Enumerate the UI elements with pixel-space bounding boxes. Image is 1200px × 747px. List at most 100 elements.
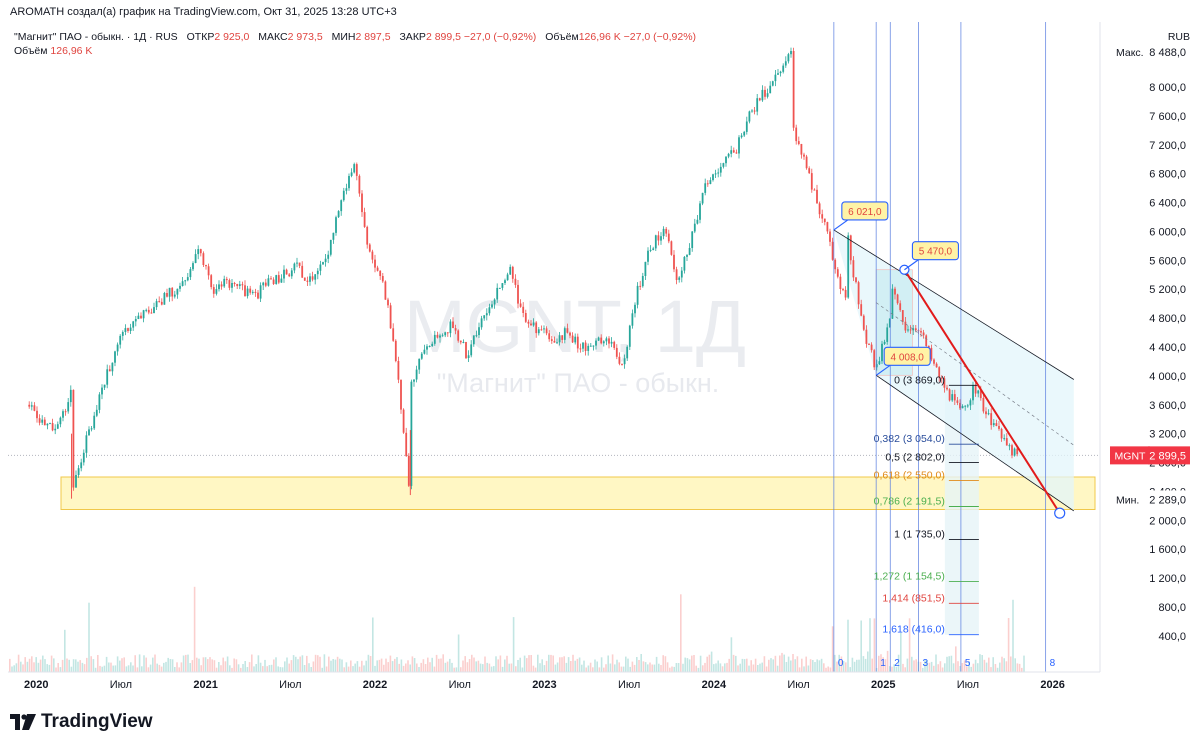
volume-bar <box>268 665 271 672</box>
tradingview-logo[interactable]: TradingView <box>10 711 153 733</box>
candle-body <box>696 219 699 224</box>
candle-body <box>878 361 881 365</box>
volume-bar <box>134 655 136 672</box>
volume-bar <box>924 659 926 672</box>
candle-body <box>80 462 83 469</box>
volume-bar <box>114 665 117 672</box>
last-price-symbol: MGNT <box>1115 450 1146 462</box>
volume-bar <box>28 658 31 672</box>
volume-bar <box>869 618 871 672</box>
candle-body <box>842 289 844 291</box>
max-marker-value-bg <box>1148 42 1188 61</box>
volume-bar <box>442 654 444 672</box>
volume-bar <box>31 656 33 672</box>
candle-body <box>345 188 348 191</box>
candle-body <box>740 135 743 138</box>
volume-bar <box>944 663 946 672</box>
currency-label[interactable]: RUB <box>1167 31 1190 43</box>
candle-body <box>821 214 824 219</box>
candle-body <box>868 343 870 345</box>
volume-bar <box>22 664 24 672</box>
volume-bar <box>726 662 728 672</box>
candle-body <box>433 334 436 344</box>
volume-bar <box>48 664 51 672</box>
volume-bar <box>581 664 583 672</box>
volume-bar <box>763 656 766 672</box>
drawings[interactable]: 0 1 2 3 5 8 0 (3 869,0) 0,382 (3 054,0) 0,5 (2 8… <box>833 22 1075 672</box>
candle-body <box>1000 428 1003 439</box>
candle-body <box>649 249 652 251</box>
candle-body <box>922 332 925 336</box>
volume-bar <box>99 665 101 672</box>
candle-body <box>350 172 353 176</box>
volume-bar <box>44 659 46 672</box>
fib-level-label: 0,786 (2 191,5) <box>874 496 945 508</box>
trend-line-end-handle <box>1054 507 1066 519</box>
volume-legend: Объём 126,96 K <box>14 45 92 57</box>
candle-body <box>836 269 839 277</box>
volume-bar <box>548 654 550 672</box>
volume-bar <box>587 665 590 672</box>
volume-bar <box>842 661 845 672</box>
candle-body <box>324 258 327 263</box>
volume-bar <box>774 655 777 672</box>
volume-bar <box>257 655 260 672</box>
volume-bar <box>900 632 902 672</box>
callout-pointer <box>875 364 891 376</box>
candle-body <box>891 288 894 319</box>
candle-body <box>764 89 766 97</box>
candle-body <box>288 274 291 277</box>
candle-body <box>519 303 522 307</box>
volume-bar <box>633 664 636 672</box>
candle-body <box>257 292 259 299</box>
volume-bar <box>616 659 618 672</box>
volume-bar <box>860 620 862 672</box>
volume-bar <box>664 656 667 672</box>
candle-body <box>371 251 374 260</box>
fib-level-label: 0,382 (3 054,0) <box>874 433 945 445</box>
candle-body <box>566 328 569 333</box>
volume-bar <box>374 665 376 672</box>
volume-bar <box>72 659 75 672</box>
max-marker-label: Макс. <box>1116 47 1144 59</box>
symbol-info[interactable]: "Магнит" ПАО - обыкн. · 1Д · RUS <box>14 31 178 43</box>
volume-bar <box>682 663 684 672</box>
volume-bar <box>840 656 843 672</box>
volume-bar <box>444 662 447 672</box>
y-tick-label: 7 200,0 <box>1149 140 1186 152</box>
volume-bar <box>715 663 717 672</box>
volume-bar <box>369 656 372 672</box>
volume-bar <box>785 662 788 672</box>
volume-bar <box>380 658 383 672</box>
high-value: 2 973,5 <box>287 31 323 43</box>
volume-row-value: 126,96 K <box>50 45 93 57</box>
volume-bar <box>977 663 979 672</box>
volume-bar <box>783 654 785 672</box>
candle-body <box>686 254 688 257</box>
candle-body <box>283 269 285 279</box>
candle-body <box>956 400 959 403</box>
volume-bar <box>792 654 794 672</box>
candle-body <box>46 423 49 426</box>
candle-body <box>236 284 239 286</box>
volume-bar <box>345 662 348 672</box>
candle-body <box>751 110 753 112</box>
volume-bar <box>787 656 790 672</box>
volume-bar <box>50 655 53 672</box>
volume-bar <box>317 655 319 672</box>
candle-body <box>506 274 509 281</box>
volume-bar <box>803 666 805 672</box>
volume-bar <box>160 666 163 672</box>
candle-body <box>563 328 566 340</box>
candle-body <box>774 74 777 82</box>
volume-bar <box>330 660 332 672</box>
volume-row-label[interactable]: Объём <box>14 45 48 57</box>
volume-bar <box>871 658 873 672</box>
volume-bar <box>17 654 20 672</box>
volume-bar <box>402 665 405 672</box>
candle-body <box>766 93 769 97</box>
x-tick-label: 2022 <box>363 679 387 691</box>
fib-time-zone-label: 2 <box>894 658 900 669</box>
